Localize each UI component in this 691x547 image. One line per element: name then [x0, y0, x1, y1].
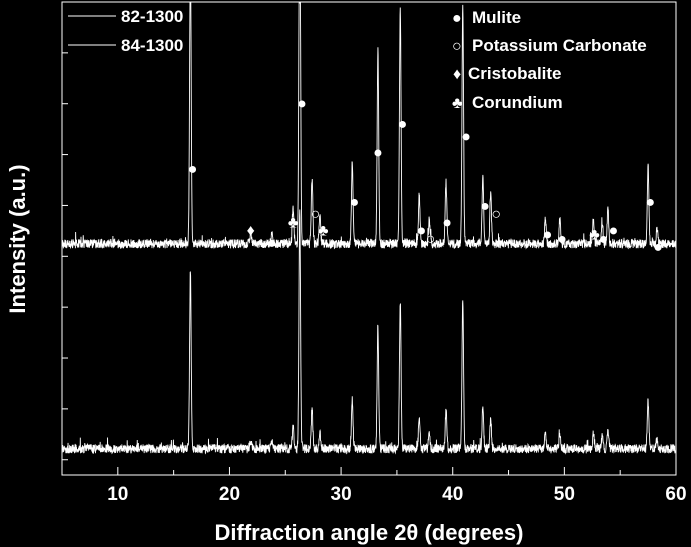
phase-legend-symbol-corundium: ♣: [452, 95, 463, 112]
plot-area: [61, 1, 677, 476]
phase-marker: ●: [557, 231, 567, 248]
phase-marker: ●: [461, 128, 471, 145]
y-axis-title: Intensity (a.u.): [5, 164, 30, 313]
x-tick-label: 40: [442, 484, 463, 505]
phase-legend-label-cristobalite: Cristobalite: [468, 64, 562, 83]
phase-marker: ♣: [318, 223, 329, 240]
y-axis-ticks: [62, 52, 68, 461]
phase-marker: ●: [543, 227, 553, 244]
phase-marker: ○: [426, 231, 436, 248]
phase-legend-symbol-cristobalite: ♦: [453, 66, 461, 83]
phase-marker: ●: [267, 235, 277, 252]
x-tick-label: 60: [665, 484, 686, 505]
phase-markers: ●♦●♣●○♣●●●● ○●●● ○● ● ♣● ●●●: [188, 96, 663, 257]
phase-marker: ○: [311, 206, 321, 223]
phase-marker: ●: [188, 161, 198, 178]
x-tick-label: 20: [219, 484, 240, 505]
series-legend: 82-1300 84-1300: [68, 7, 183, 55]
series-line-84-1300: [61, 209, 677, 455]
phase-marker: ●: [373, 145, 383, 162]
series-group: [61, 2, 677, 455]
phase-marker: ●: [653, 239, 663, 256]
x-tick-label: 30: [331, 484, 352, 505]
phase-legend: ● Mulite ○ Potassium Carbonate ♦ Cristob…: [452, 8, 647, 112]
phase-marker: ●: [442, 214, 452, 231]
x-tick-label: 50: [554, 484, 575, 505]
phase-marker: ♣: [589, 227, 600, 244]
phase-marker: ●: [350, 194, 360, 211]
series-legend-label-1: 82-1300: [121, 7, 183, 26]
phase-legend-label-mulite: Mulite: [472, 8, 521, 27]
phase-marker: ●: [297, 96, 307, 113]
phase-marker: ♣: [288, 214, 299, 231]
phase-marker: ○: [491, 206, 501, 223]
phase-legend-label-potassium-carbonate: Potassium Carbonate: [472, 36, 647, 55]
phase-marker: ●: [480, 198, 490, 215]
phase-marker: ●: [609, 223, 619, 240]
x-tick-label: 10: [107, 484, 128, 505]
phase-marker: ●: [417, 223, 427, 240]
x-axis-title: Diffraction angle 2θ (degrees): [215, 520, 524, 545]
phase-marker: ●: [645, 194, 655, 211]
phase-marker: ♦: [247, 223, 255, 240]
phase-marker: ●: [599, 231, 609, 248]
series-line-82-1300: [61, 2, 677, 250]
phase-legend-symbol-mulite: ●: [452, 10, 462, 27]
series-legend-label-2: 84-1300: [121, 36, 183, 55]
phase-legend-label-corundium: Corundium: [472, 93, 563, 112]
phase-marker: ●: [398, 116, 408, 133]
x-axis-ticks: 10 20 30 40 50 60: [61, 467, 687, 505]
phase-legend-symbol-potassium-carbonate: ○: [452, 38, 462, 55]
